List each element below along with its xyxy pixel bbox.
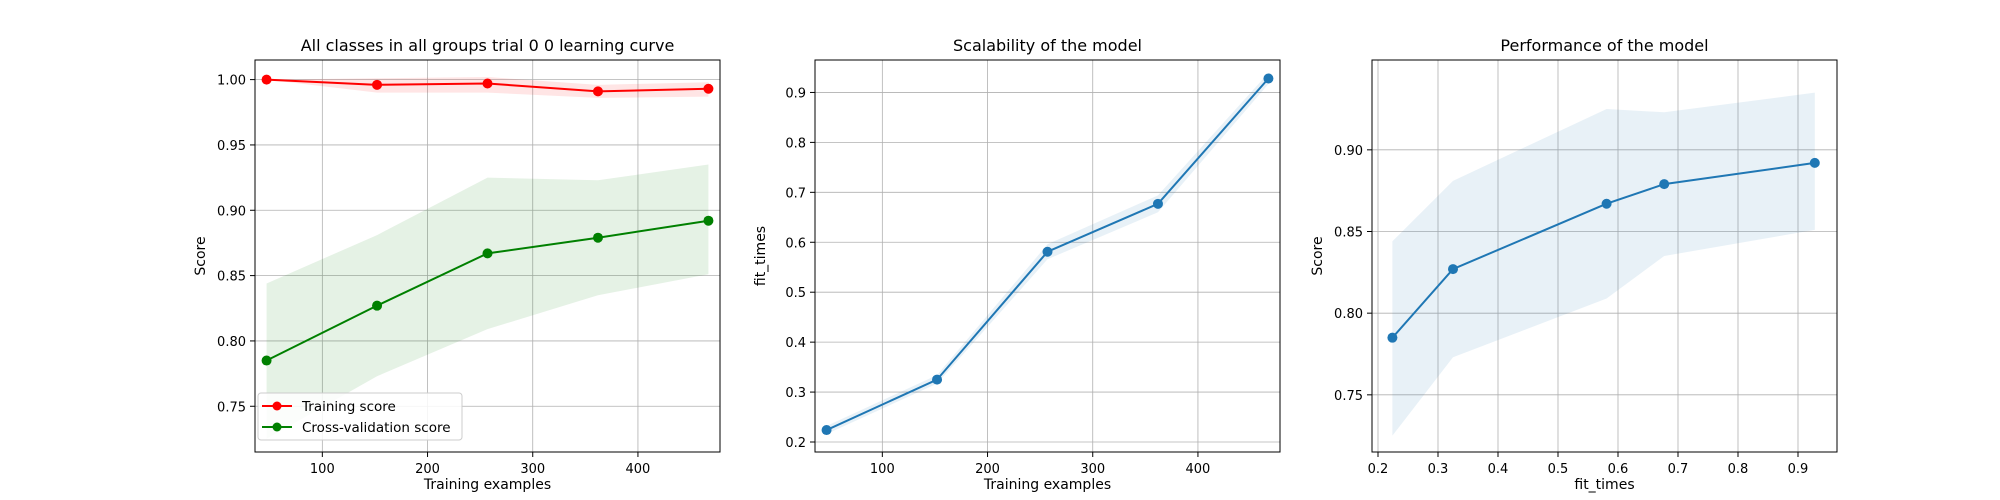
learning-curve-ticks: 100 200 300 400 0.75 0.80 0.85 0.90 0.95 1.00 — [217, 74, 650, 477]
performance-points — [1387, 157, 1820, 343]
learning-curve-y-tick-label: 0.80 — [217, 335, 246, 350]
learning-curve-x-tick-label: 300 — [520, 462, 545, 477]
learning-curve-axes-frame — [254, 59, 721, 453]
learning-curve-title: All classes in all groups trial 0 0 lear… — [301, 36, 675, 55]
scalability-y-tick-label: 0.5 — [785, 286, 806, 301]
learning-curve-y-tick-label: 0.75 — [217, 400, 246, 415]
scalability-points — [821, 73, 1274, 436]
performance-x-tick-label: 0.7 — [1668, 462, 1689, 477]
scalability-ticks: 100 200 300 400 0.2 0.3 0.4 0.5 0.6 0.7 0.8 0.9 — [785, 86, 1210, 477]
performance-x-tick-label: 0.2 — [1368, 462, 1389, 477]
learning-curve-series-1-point — [372, 300, 383, 311]
scalability-y-tick-label: 0.7 — [785, 186, 806, 201]
scalability-series-0-point — [1042, 246, 1053, 257]
learning-curve-series-0-point — [703, 83, 714, 94]
learning-curve-series-1-point — [261, 355, 272, 366]
learning-curve-points — [261, 74, 714, 366]
scalability-y-tick-label: 0.8 — [785, 136, 806, 151]
performance-y-tick-label: 0.85 — [1334, 226, 1363, 241]
scalability-series-0-point — [932, 374, 943, 385]
performance-axes-frame — [1371, 59, 1838, 453]
learning-curve-panel: 100 200 300 400 0.75 0.80 0.85 0.90 0.95 1.00 All… — [193, 36, 721, 493]
legend-cv-marker — [272, 422, 282, 432]
learning-curve-x-tick-label: 200 — [415, 462, 440, 477]
performance-x-tick-label: 0.6 — [1608, 462, 1629, 477]
scalability-y-tick-label: 0.6 — [785, 236, 806, 251]
learning-curve-x-tick-label: 100 — [310, 462, 335, 477]
learning-curve-series-0-point — [592, 86, 603, 97]
learning-curve-legend: Training score Cross-validation score — [257, 392, 463, 441]
learning-curve-y-tick-label: 0.95 — [217, 139, 246, 154]
learning-curve-series-0-point — [482, 78, 493, 89]
performance-y-tick-label: 0.80 — [1334, 307, 1363, 322]
learning-curve-series-0-point — [372, 79, 383, 90]
scalability-series-0-point — [1152, 198, 1163, 209]
scalability-y-tick-label: 0.9 — [785, 86, 806, 101]
scalability-x-axis-label: Training examples — [983, 477, 1111, 493]
scalability-y-tick-label: 0.2 — [785, 436, 806, 451]
learning-curve-series-1-point — [703, 215, 714, 226]
learning-curve-y-tick-label: 0.85 — [217, 270, 246, 285]
performance-ticks: 0.2 0.3 0.4 0.5 0.6 0.7 0.8 0.9 0.75 0.80 0.85 0.90 — [1334, 144, 1808, 477]
scalability-x-tick-label: 100 — [870, 462, 895, 477]
learning-curve-y-axis-label: Score — [193, 236, 209, 275]
performance-x-tick-label: 0.5 — [1548, 462, 1569, 477]
learning-curve-x-tick-label: 400 — [626, 462, 651, 477]
performance-series-0-point — [1387, 332, 1398, 343]
performance-grid — [1372, 60, 1837, 452]
performance-series-0-point — [1809, 157, 1820, 168]
performance-series-0-point — [1601, 198, 1612, 209]
performance-series-0-point — [1448, 264, 1458, 275]
scalability-axes-frame — [814, 59, 1281, 453]
performance-x-tick-label: 0.4 — [1488, 462, 1509, 477]
learning-curve-x-axis-label: Training examples — [423, 477, 551, 493]
performance-y-tick-label: 0.75 — [1334, 389, 1363, 404]
performance-x-axis-label: fit_times — [1574, 477, 1634, 493]
performance-y-tick-label: 0.90 — [1334, 144, 1363, 159]
performance-x-tick-label: 0.3 — [1428, 462, 1449, 477]
learning-curve-series-1-point — [482, 248, 493, 259]
scalability-y-axis-label: fit_times — [753, 226, 769, 286]
scalability-y-tick-label: 0.4 — [785, 336, 806, 351]
performance-y-axis-label: Score — [1310, 236, 1326, 275]
learning-curve-series-0-point — [261, 74, 272, 85]
scalability-x-tick-label: 200 — [975, 462, 1000, 477]
learning-curve-y-tick-label: 0.90 — [217, 204, 246, 219]
scalability-x-tick-label: 400 — [1186, 462, 1211, 477]
legend-training-marker — [272, 401, 282, 411]
scalability-grid — [815, 60, 1280, 452]
learning-curve-y-tick-label: 1.00 — [217, 74, 246, 89]
learning-curve-series-1-point — [592, 232, 603, 243]
legend-box — [257, 392, 463, 441]
performance-x-tick-label: 0.8 — [1728, 462, 1749, 477]
performance-series-0-point — [1659, 179, 1670, 190]
performance-x-tick-label: 0.9 — [1788, 462, 1809, 477]
performance-title: Performance of the model — [1500, 36, 1708, 55]
scalability-series-0-point — [1263, 73, 1274, 84]
scalability-y-tick-label: 0.3 — [785, 386, 806, 401]
legend-cv-label: Cross-validation score — [302, 420, 451, 436]
scalability-x-tick-label: 300 — [1080, 462, 1105, 477]
performance-panel: 0.2 0.3 0.4 0.5 0.6 0.7 0.8 0.9 0.75 0.80 0.85 0.90… — [1310, 36, 1838, 493]
scalability-panel: 100 200 300 400 0.2 0.3 0.4 0.5 0.6 0.7 0.8 0.9 Sca… — [753, 36, 1281, 493]
scalability-title: Scalability of the model — [953, 36, 1142, 55]
legend-training-label: Training score — [301, 399, 396, 415]
scalability-series-0-point — [821, 425, 832, 436]
